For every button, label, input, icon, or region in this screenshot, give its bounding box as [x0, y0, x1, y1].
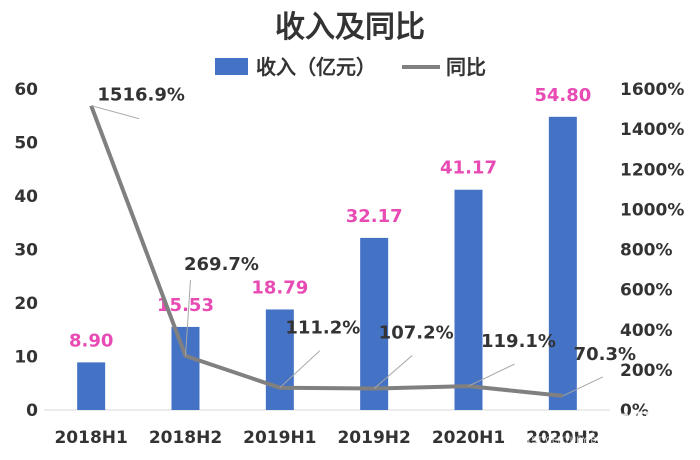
- bar-value-label: 18.79: [251, 277, 308, 298]
- yoy-leader-line: [91, 105, 140, 120]
- bar: [454, 189, 483, 410]
- watermark-text: 21世纪经济报道: [510, 410, 673, 436]
- y-right-tick-label: 0%: [620, 401, 649, 421]
- yoy-value-label: 70.3%: [574, 344, 636, 365]
- watermark: 21世纪经济报道 21ST CENTURY BUSINESS HERALD: [510, 410, 675, 446]
- legend-bar-swatch: [215, 58, 248, 75]
- x-tick-label: 2018H1: [54, 428, 127, 448]
- x-tick-label: 2018H2: [149, 428, 222, 448]
- legend-bar-label: 收入（亿元）: [256, 55, 376, 79]
- yoy-leader-line: [373, 355, 413, 389]
- yoy-value-label: 107.2%: [379, 322, 454, 343]
- yoy-leader-line: [468, 363, 515, 387]
- bar-value-label: 8.90: [69, 330, 113, 351]
- y-right-tick-label: 800%: [620, 241, 673, 261]
- y-left-tick-label: 10: [14, 348, 38, 368]
- bar: [548, 116, 577, 410]
- y-left-tick-label: 40: [14, 187, 38, 207]
- y-right-tick-label: 200%: [620, 361, 673, 381]
- yoy-value-label: 269.7%: [184, 254, 259, 275]
- bar-value-label: 15.53: [157, 295, 214, 316]
- y-left-tick-label: 60: [14, 80, 38, 100]
- bar-value-label: 32.17: [346, 206, 403, 227]
- yoy-leader-line: [185, 279, 191, 356]
- y-right-tick-label: 1200%: [620, 160, 684, 180]
- yoy-line: [89, 104, 564, 398]
- y-right-tick-label: 1400%: [620, 120, 684, 140]
- bar: [171, 326, 200, 410]
- y-left-tick-label: 0: [26, 401, 38, 421]
- x-tick-label: 2019H2: [337, 428, 410, 448]
- bar: [265, 309, 294, 410]
- legend-line-label: 同比: [446, 55, 486, 79]
- y-right-tick-label: 600%: [620, 281, 673, 301]
- yoy-leader-line: [562, 376, 604, 397]
- bar: [360, 237, 389, 410]
- x-tick-label: 2020H1: [432, 428, 505, 448]
- bar-value-label: 41.17: [440, 158, 497, 179]
- bar-value-label: 54.80: [534, 85, 591, 106]
- y-left-tick-label: 20: [14, 294, 38, 314]
- y-right-tick-label: 1000%: [620, 200, 684, 220]
- yoy-value-label: 111.2%: [285, 318, 360, 339]
- x-tick-label: 2020H2: [526, 428, 599, 448]
- y-left-tick-label: 30: [14, 241, 38, 261]
- yoy-leader-line: [279, 350, 321, 389]
- watermark-subtext: 21ST CENTURY BUSINESS HERALD: [520, 436, 675, 446]
- yoy-value-label: 1516.9%: [97, 85, 185, 106]
- y-right-tick-label: 400%: [620, 321, 673, 341]
- bar: [77, 362, 106, 410]
- x-tick-label: 2019H1: [243, 428, 316, 448]
- chart-title: 收入及同比: [275, 10, 425, 45]
- plot-area: 01020304050600%200%400%600%800%1000%1200…: [14, 80, 684, 448]
- y-right-tick-label: 1600%: [620, 80, 684, 100]
- yoy-value-label: 119.1%: [481, 331, 556, 352]
- legend: 收入（亿元） 同比: [215, 55, 486, 79]
- y-left-tick-label: 50: [14, 134, 38, 154]
